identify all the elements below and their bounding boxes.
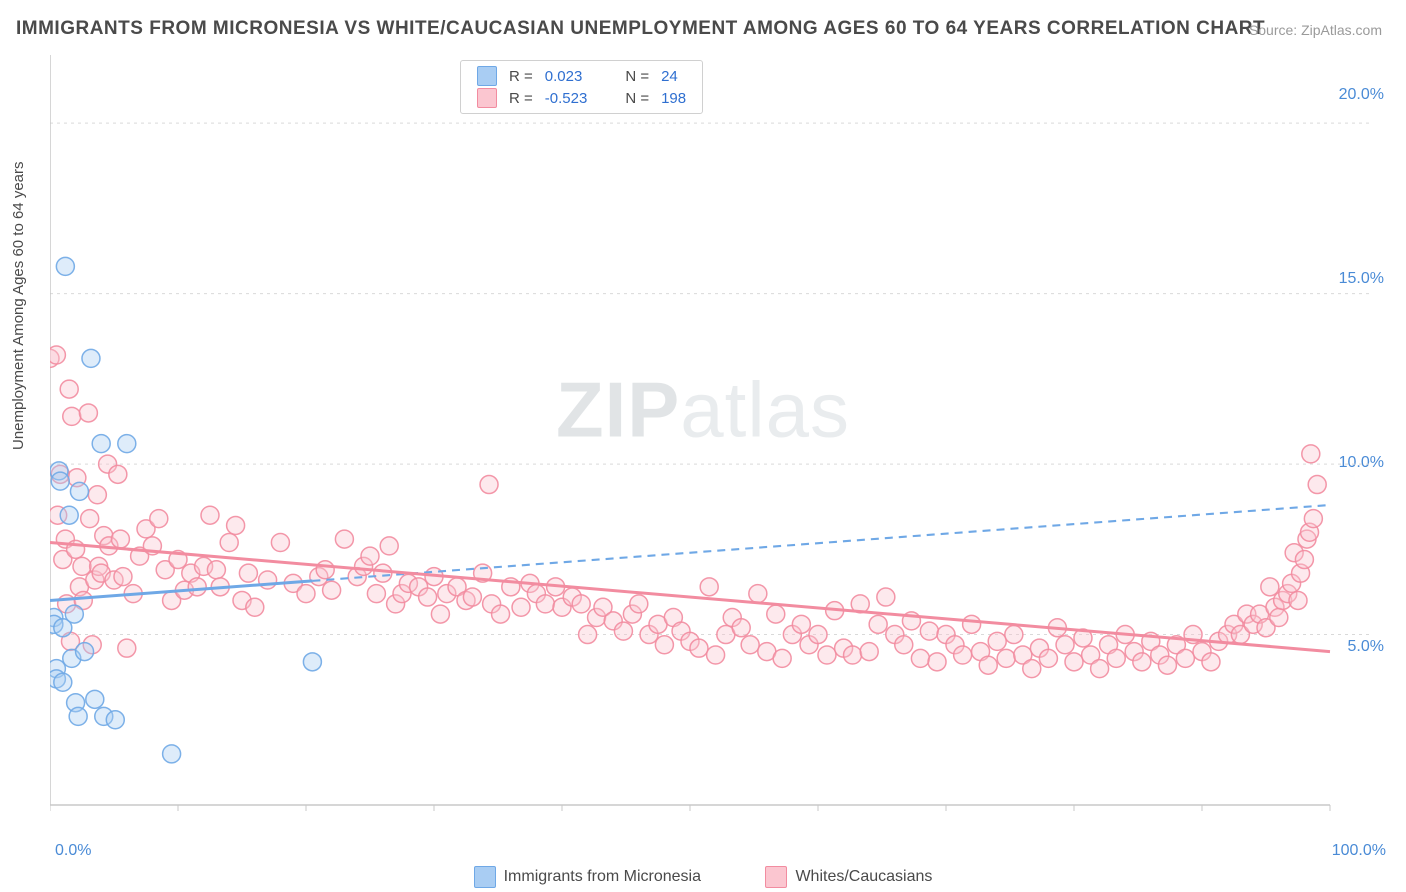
source-label: Source: ZipAtlas.com [1249,22,1382,38]
legend-label-1: Whites/Caucasians [795,868,932,885]
legend-r-value-0: 0.023 [539,65,594,87]
y-axis-label: Unemployment Among Ages 60 to 64 years [10,161,27,450]
legend-n-value-1: 198 [655,87,692,109]
legend-series: Immigrants from Micronesia Whites/Caucas… [0,866,1406,888]
legend-n-label-1: N = [619,87,655,109]
legend-label-0: Immigrants from Micronesia [504,868,701,885]
legend-row-series-1: R = -0.523 N = 198 [471,87,692,109]
legend-item-0: Immigrants from Micronesia [474,866,701,888]
chart-title: IMMIGRANTS FROM MICRONESIA VS WHITE/CAUC… [16,18,1265,40]
legend-correlation: R = 0.023 N = 24 R = -0.523 N = 198 [460,60,703,114]
chart-root: IMMIGRANTS FROM MICRONESIA VS WHITE/CAUC… [0,0,1406,892]
legend-n-value-0: 24 [655,65,692,87]
plot-area [50,55,1390,845]
legend-swatch-1 [477,88,497,108]
plot-svg [50,55,1390,845]
legend-item-1: Whites/Caucasians [765,866,932,888]
legend-row-series-0: R = 0.023 N = 24 [471,65,692,87]
legend-swatch-0 [477,66,497,86]
legend-r-value-1: -0.523 [539,87,594,109]
legend-r-label-1: R = [503,87,539,109]
legend-r-label-0: R = [503,65,539,87]
legend-swatch-bottom-0 [474,866,496,888]
legend-n-label-0: N = [619,65,655,87]
legend-swatch-bottom-1 [765,866,787,888]
